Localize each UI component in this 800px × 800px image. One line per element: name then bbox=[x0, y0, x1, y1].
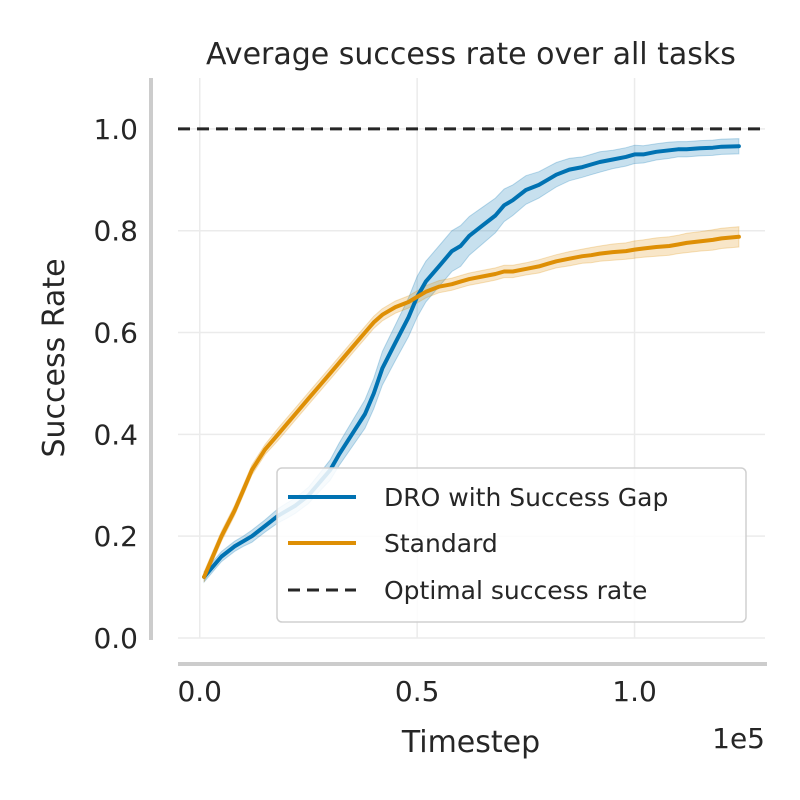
legend-box bbox=[276, 467, 747, 623]
y-tick-labels: 0.0 0.2 0.4 0.6 0.8 1.0 bbox=[93, 113, 138, 655]
y-tick-label: 1.0 bbox=[93, 113, 138, 146]
x-axis-label: Timestep bbox=[401, 725, 540, 760]
x-tick-label: 0.0 bbox=[177, 675, 222, 708]
y-tick-label: 0.8 bbox=[93, 215, 138, 248]
x-axis-offset-label: 1e5 bbox=[712, 722, 765, 755]
y-tick-label: 0.6 bbox=[93, 317, 138, 350]
legend-label-standard: Standard bbox=[384, 529, 498, 558]
y-axis-label: Success Rate bbox=[37, 258, 72, 457]
confidence-band-dro bbox=[203, 138, 740, 584]
confidence-bands bbox=[203, 138, 740, 584]
series-line-standard bbox=[202, 234, 741, 579]
confidence-band-standard bbox=[203, 226, 740, 583]
x-tick-label: 1.0 bbox=[612, 675, 657, 708]
legend: DRO with Success Gap Standard Optimal su… bbox=[276, 467, 747, 623]
y-tick-label: 0.4 bbox=[93, 418, 138, 451]
x-tick-labels: 0.0 0.5 1.0 bbox=[177, 675, 656, 708]
legend-label-dro: DRO with Success Gap bbox=[384, 483, 668, 512]
chart-title: Average success rate over all tasks bbox=[206, 37, 736, 72]
x-tick-label: 0.5 bbox=[395, 675, 440, 708]
y-tick-label: 0.0 bbox=[93, 622, 138, 655]
legend-label-optimal: Optimal success rate bbox=[384, 576, 647, 605]
y-tick-label: 0.2 bbox=[93, 520, 138, 553]
